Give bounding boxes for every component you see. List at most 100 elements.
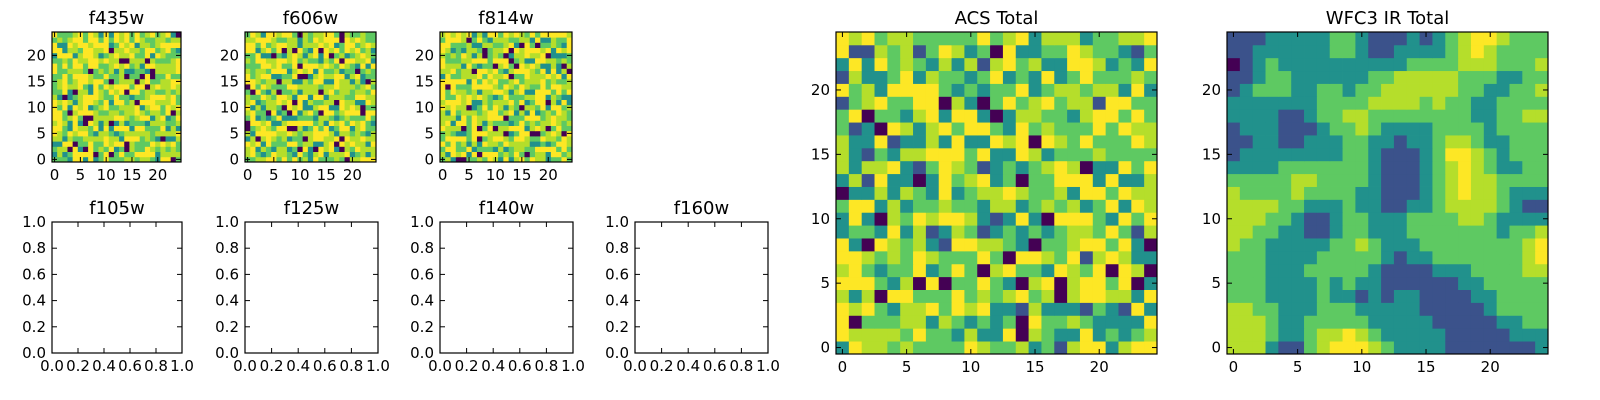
heatmap-cell [250, 42, 256, 48]
heatmap-cell [545, 58, 552, 64]
heatmap-cell [1054, 135, 1068, 149]
heatmap-cell [1105, 212, 1119, 226]
heatmap-cell [245, 120, 251, 126]
y-tick-label: 0.6 [215, 265, 239, 283]
heatmap-cell [339, 58, 345, 64]
heatmap-cell [339, 156, 345, 163]
heatmap-cell [492, 42, 499, 48]
heatmap-cell [492, 125, 499, 132]
heatmap-cell [861, 96, 875, 110]
y-tick-label: 0.6 [605, 265, 629, 283]
heatmap-cell [113, 84, 120, 90]
heatmap-cell [365, 32, 372, 38]
heatmap-cell [103, 84, 110, 90]
heatmap-cell [334, 141, 340, 147]
heatmap-cell [1144, 173, 1158, 187]
heatmap-cell [1368, 289, 1382, 303]
heatmap-cell [487, 63, 494, 69]
heatmap-cell [556, 78, 562, 85]
heatmap-cell [550, 42, 557, 48]
heatmap-cell [360, 99, 366, 106]
heatmap-cell [455, 68, 462, 74]
heatmap-cell [1239, 289, 1254, 303]
heatmap-cell [1067, 96, 1081, 110]
heatmap-cell [365, 73, 372, 80]
heatmap-cell [900, 135, 914, 149]
heatmap-cell [1015, 341, 1029, 355]
heatmap-cell [82, 99, 89, 106]
heatmap-cell [1054, 250, 1068, 265]
heatmap-cell [77, 110, 84, 116]
heatmap-cell [913, 315, 927, 329]
heatmap-cell [93, 68, 99, 74]
y-tick-label: 0.8 [215, 239, 239, 257]
heatmap-cell [471, 99, 478, 106]
heatmap-cell [165, 63, 172, 69]
heatmap-cell [887, 173, 901, 187]
heatmap-cell [1079, 302, 1094, 316]
heatmap-cell [848, 70, 863, 84]
heatmap-cell [1067, 122, 1081, 136]
heatmap-cell [1509, 315, 1523, 329]
heatmap-cell [72, 78, 79, 85]
heatmap-cell [72, 130, 79, 137]
heatmap-cell [250, 110, 256, 116]
heatmap-cell [281, 115, 288, 121]
heatmap-cell [339, 99, 345, 106]
heatmap-cell [900, 160, 914, 175]
heatmap-cell [566, 47, 573, 54]
heatmap-cell [1054, 315, 1068, 329]
heatmap-cell [271, 73, 277, 80]
heatmap-cell [82, 63, 89, 69]
heatmap-cell [155, 99, 161, 106]
heatmap-cell [466, 136, 473, 142]
heatmap-cell [1015, 83, 1029, 97]
heatmap-cell [1028, 186, 1042, 200]
heatmap-cell [977, 328, 991, 342]
heatmap-cell [1144, 160, 1158, 175]
heatmap-cell [349, 37, 356, 43]
x-tick-label: 0.4 [286, 357, 310, 375]
heatmap-cell [113, 125, 120, 132]
heatmap-cell [1092, 44, 1107, 59]
heatmap-cell [1458, 186, 1472, 200]
heatmap-cell [57, 110, 63, 116]
heatmap-cell [170, 68, 177, 74]
heatmap-cell [450, 120, 457, 126]
heatmap-cell [175, 73, 182, 80]
heatmap-cell [1291, 135, 1305, 149]
heatmap-cell [1483, 186, 1498, 200]
heatmap-cell [498, 58, 504, 64]
heatmap-cell [1092, 186, 1107, 200]
heatmap-cell [150, 84, 156, 90]
heatmap-cell [1067, 315, 1081, 329]
heatmap-cell [476, 146, 483, 152]
heatmap-cell [1227, 70, 1241, 84]
heatmap-cell [255, 47, 262, 54]
heatmap-cell [323, 68, 330, 74]
heatmap-cell [1054, 238, 1068, 252]
x-tick-label: 0.0 [40, 357, 64, 375]
heatmap-cell [124, 37, 130, 43]
heatmap-cell [72, 146, 79, 152]
heatmap-cell [286, 89, 293, 95]
heatmap-cell [281, 32, 288, 38]
heatmap-cell [281, 156, 288, 163]
heatmap-cell [1316, 83, 1331, 97]
heatmap-cell [1432, 160, 1446, 175]
heatmap-cell [848, 186, 863, 200]
y-tick-label: 0 [820, 339, 830, 357]
heatmap-cell [355, 151, 361, 158]
heatmap-cell [455, 151, 462, 158]
heatmap-cell [1483, 289, 1498, 303]
heatmap-cell [1470, 44, 1485, 59]
heatmap-cell [861, 57, 875, 72]
heatmap-cell [365, 63, 372, 69]
heatmap-cell [113, 104, 120, 111]
heatmap-cell [964, 328, 978, 342]
x-tick-label: 20 [1481, 358, 1500, 376]
heatmap-cell [144, 42, 151, 48]
heatmap-cell [848, 147, 863, 162]
heatmap-cell [1118, 225, 1132, 239]
heatmap-cell [513, 115, 520, 121]
